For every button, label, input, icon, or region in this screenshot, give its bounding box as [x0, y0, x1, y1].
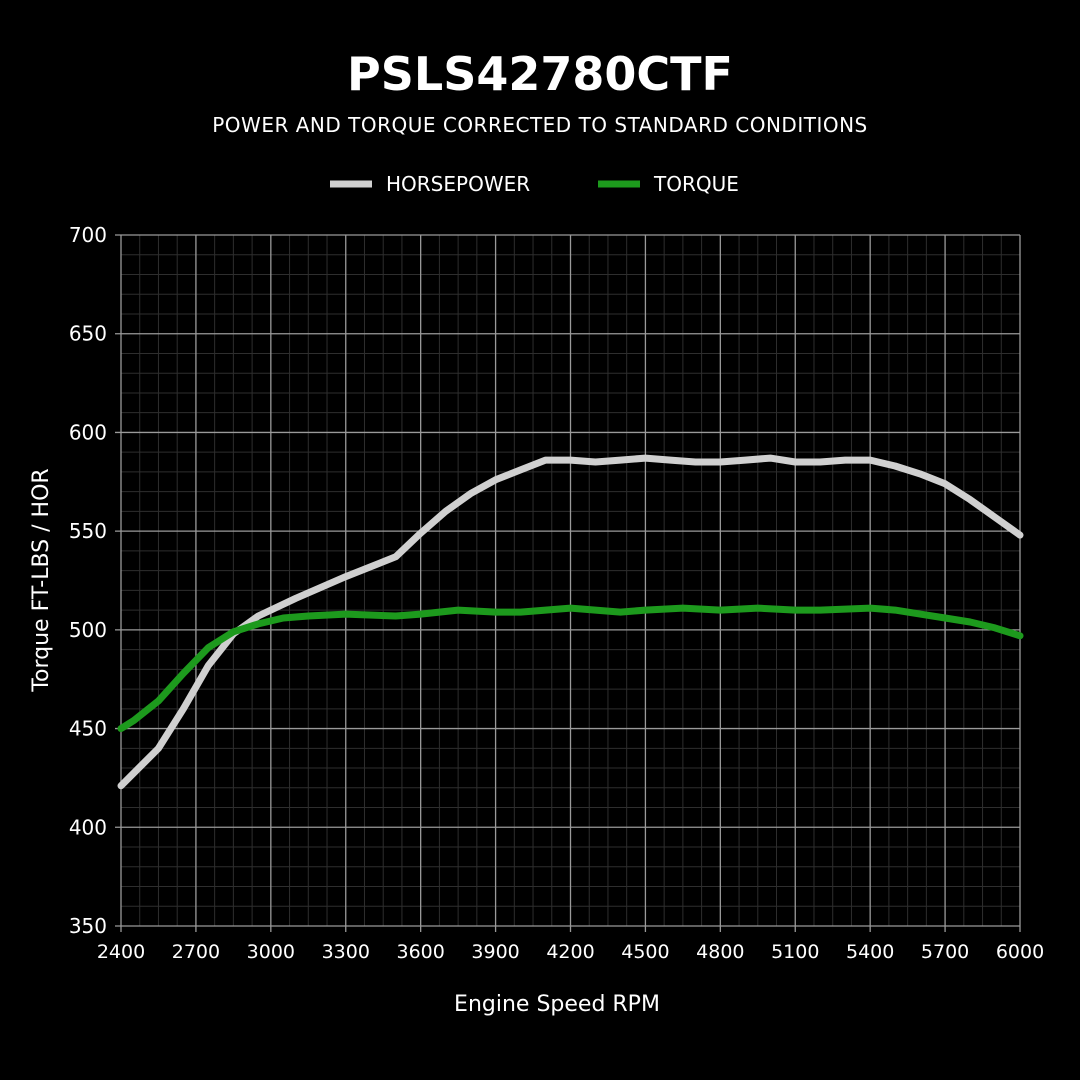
x-axis-label: Engine Speed RPM [454, 992, 660, 1017]
x-tick-label: 5100 [771, 941, 819, 963]
x-tick-label: 2400 [97, 941, 145, 963]
x-tick-label: 2700 [172, 941, 220, 963]
x-tick-label: 3000 [247, 941, 295, 963]
x-axis-ticks: 2400 2700 3000 3300 3600 3900 4200 4500 4800 5100… [97, 941, 1044, 963]
x-tick-label: 6000 [996, 941, 1044, 963]
series-line-horsepower [117, 454, 1024, 790]
y-axis-label: Torque FT-LBS / HOR [29, 468, 54, 692]
x-tick-label: 3300 [322, 941, 370, 963]
grid-major [115, 234, 1021, 932]
x-tick-label: 4500 [621, 941, 669, 963]
chart-subtitle: POWER AND TORQUE CORRECTED TO STANDARD C… [212, 113, 868, 137]
y-tick-label: 650 [69, 322, 107, 346]
chart-title: PSLS42780CTF [347, 47, 733, 101]
x-tick-label: 4200 [546, 941, 594, 963]
y-tick-label: 400 [69, 815, 107, 839]
y-tick-label: 350 [69, 914, 107, 938]
y-tick-label: 450 [69, 717, 107, 741]
y-tick-label: 700 [69, 223, 107, 247]
series-line-torque [117, 604, 1024, 733]
legend: HORSEPOWER TORQUE [330, 172, 739, 196]
y-axis-ticks: 350 400 450 500 550 600 650 700 [69, 223, 107, 938]
x-tick-label: 3600 [396, 941, 444, 963]
x-tick-label: 3900 [471, 941, 519, 963]
x-tick-label: 5700 [921, 941, 969, 963]
legend-label-horsepower: HORSEPOWER [386, 172, 530, 196]
y-tick-label: 550 [69, 519, 107, 543]
legend-label-torque: TORQUE [653, 172, 739, 196]
x-tick-label: 4800 [696, 941, 744, 963]
y-tick-label: 500 [69, 618, 107, 642]
x-tick-label: 5400 [846, 941, 894, 963]
series-lines [117, 454, 1024, 790]
y-tick-label: 600 [69, 420, 107, 444]
